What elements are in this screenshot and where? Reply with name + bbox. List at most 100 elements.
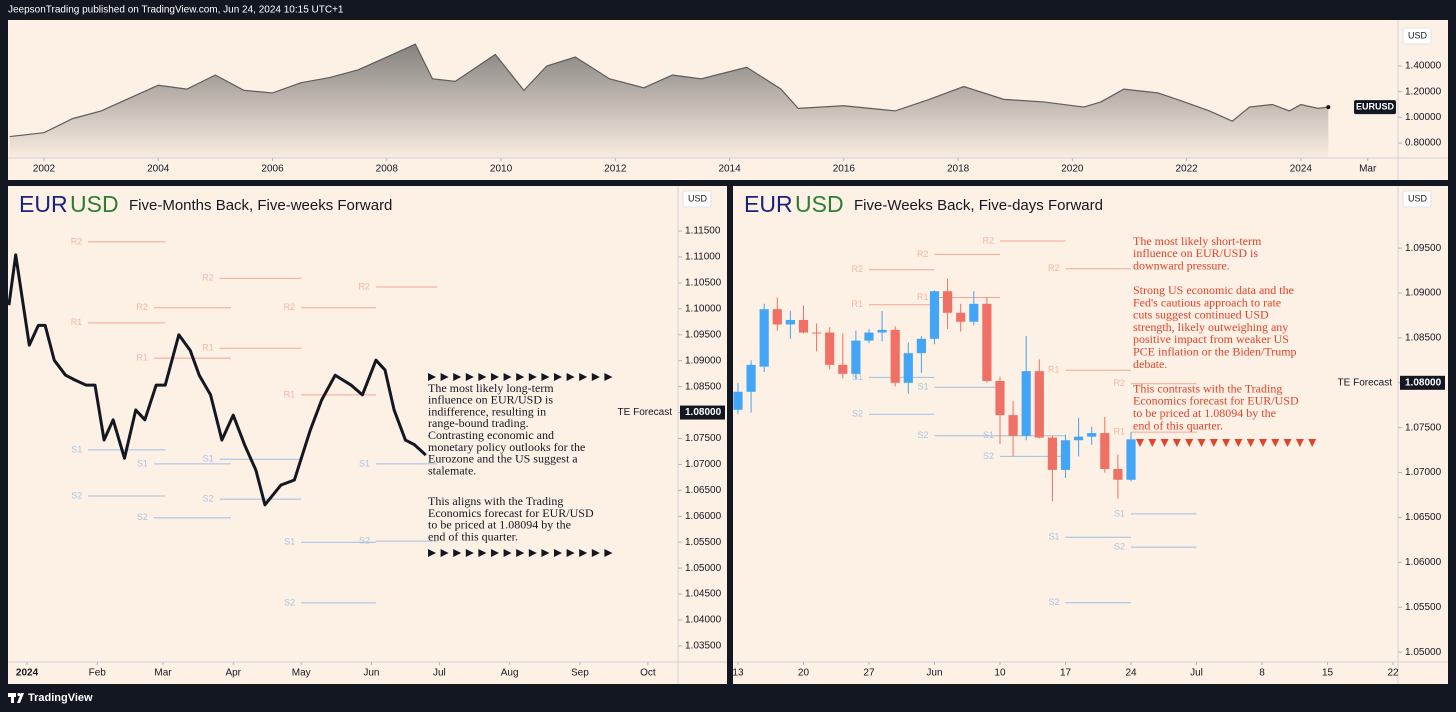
currency-box [682, 190, 712, 208]
pivot-label: R2 [71, 236, 83, 246]
arrow-decor [1160, 439, 1169, 447]
x-tick-label: 2014 [718, 164, 741, 175]
annotation-line: positive impact from weaker US [1133, 332, 1289, 346]
title: Five-Months Back, Five-weeks Forward [129, 197, 392, 214]
pivot-label: S2 [917, 430, 928, 440]
pivot-label: S2 [983, 451, 994, 461]
pivot-label: R2 [851, 264, 863, 274]
annotation-line: to be priced at 1.08094 by the [1133, 406, 1276, 420]
pivot-label: R2 [202, 273, 214, 283]
pivot-label: R1 [1113, 427, 1125, 437]
y-tick-label: 0.80000 [1405, 138, 1442, 149]
candle-body [929, 291, 940, 339]
pivot-label: S1 [917, 382, 928, 392]
annotation-line: Fed's cautious approach to rate [1133, 295, 1281, 309]
annotation-line: Economics forecast for EUR/USD [1133, 394, 1299, 408]
pivot-label: S1 [852, 372, 863, 382]
annotation-line: strength, likely outweighing any [1133, 320, 1288, 334]
candle-body [1008, 415, 1018, 436]
arrow-decor [541, 549, 550, 557]
arrow-decor [541, 373, 550, 381]
y-tick-label: 1.06000 [1405, 557, 1442, 568]
annotation-line: This contrasts with the Trading [1133, 381, 1282, 395]
arrow-decor [579, 549, 588, 557]
x-tick-label: May [292, 668, 311, 679]
candle-body [877, 329, 887, 333]
pivot-label: S1 [284, 537, 295, 547]
annotation-line: indifference, resulting in [428, 404, 546, 418]
arrow-decor [1222, 439, 1231, 447]
title-quote: USD [70, 191, 119, 217]
arrow-decor [1234, 439, 1243, 447]
arrow-decor [1148, 439, 1157, 447]
candle-body [890, 329, 900, 383]
arrow-decor [554, 549, 562, 557]
y-tick-label: 1.10000 [685, 303, 722, 314]
arrow-decor [1295, 439, 1304, 447]
x-tick-label: Jul [433, 668, 446, 679]
arrow-decor [579, 373, 588, 381]
x-tick-label: Apr [225, 668, 241, 679]
pivot-label: S2 [359, 536, 370, 546]
arrow-decor [503, 549, 512, 557]
y-tick-label: 1.05500 [1405, 602, 1442, 613]
arrow-decor [1259, 439, 1267, 447]
candle-body [798, 319, 809, 333]
arrow-decor [1172, 439, 1181, 447]
pivot-label: S1 [359, 458, 370, 468]
y-tick-label: 1.05000 [685, 563, 722, 574]
y-tick-label: 1.09500 [685, 329, 722, 340]
annotation-line: end of this quarter. [1133, 418, 1223, 432]
candle-body [956, 312, 966, 322]
arrow-decor [528, 373, 537, 381]
arrow-decor [591, 373, 600, 381]
arrow-decor [465, 549, 474, 557]
annotation-line: range-bound trading. [428, 416, 529, 430]
arrow-decor [566, 549, 575, 557]
x-tick-label: 24 [1125, 668, 1137, 679]
pivot-label: S1 [71, 444, 82, 454]
y-tick-label: 1.07000 [685, 459, 722, 470]
currency: USD [1408, 193, 1428, 203]
x-tick-label: 10 [994, 668, 1006, 679]
pivot-label: R1 [851, 299, 863, 309]
x-tick-label: 2006 [261, 164, 284, 175]
arrow-decor [491, 549, 499, 557]
annotation-line: to be priced at 1.08094 by the [428, 518, 571, 532]
annotation-line: monetary policy outlooks for the [428, 440, 585, 454]
area-line [9, 43, 1329, 138]
candle-body [811, 332, 822, 334]
candle-body [733, 391, 743, 410]
y-tick-label: 1.08500 [1405, 333, 1442, 344]
y-tick-label: 1.09500 [1405, 243, 1442, 254]
arrow-decor [453, 373, 462, 381]
annotation-line: PCE inflation or the Biden/Trump [1133, 344, 1297, 358]
arrow-decor [1185, 439, 1194, 447]
x-tick-label: 2004 [147, 164, 170, 175]
annotation-line: Contrasting economic and [428, 428, 554, 442]
annotation-line: The most likely long-term [428, 381, 554, 395]
candle-body [1034, 371, 1044, 438]
pivot-label: S2 [284, 597, 295, 607]
arrow-decor [440, 549, 449, 557]
arrow-decor [516, 549, 525, 557]
candle-body [1087, 433, 1097, 437]
y-tick-label: 1.04500 [685, 589, 722, 600]
forecast-box [1400, 375, 1445, 390]
brand: TradingView [28, 692, 93, 704]
y-tick-label: 1.09000 [685, 355, 722, 366]
arrow-decor [604, 373, 613, 381]
x-tick-label: Oct [640, 668, 656, 679]
y-tick-label: 1.07500 [1405, 422, 1442, 433]
candle-body [1047, 437, 1057, 470]
panel-background [8, 186, 727, 684]
pivot-label: R2 [1048, 263, 1060, 273]
arrow-decor [428, 373, 436, 381]
pivot-label: R2 [358, 281, 370, 291]
y-tick-label: 1.05500 [685, 537, 722, 548]
y-tick-label: 1.00000 [1405, 112, 1442, 123]
y-tick-label: 1.07000 [1405, 467, 1442, 478]
annotation-line: end of this quarter. [428, 529, 518, 543]
candle-body [1100, 433, 1110, 469]
